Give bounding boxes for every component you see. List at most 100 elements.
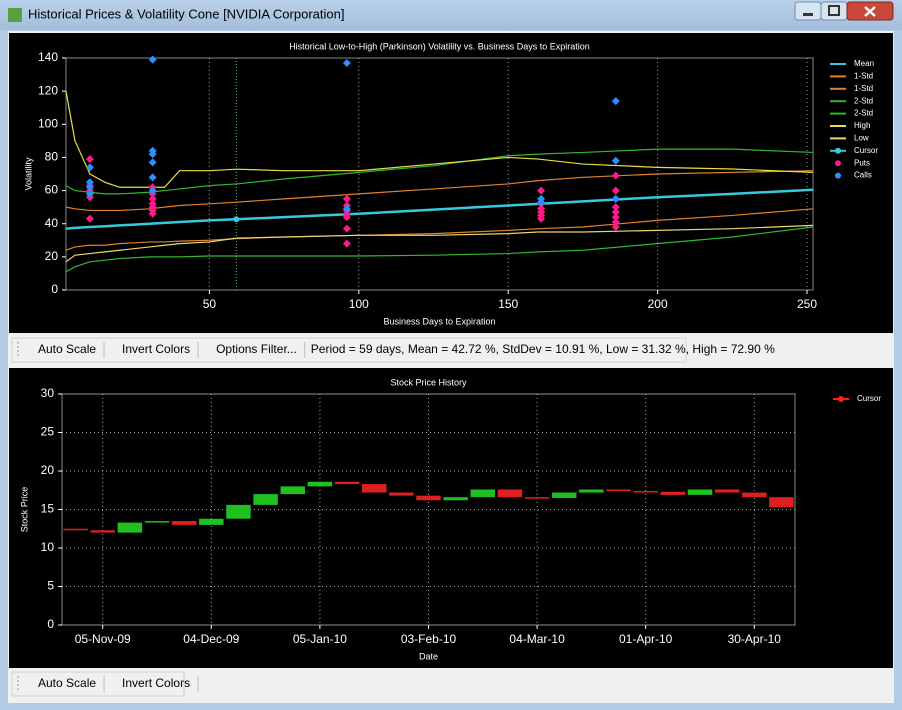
- candle-body: [171, 521, 197, 525]
- scatter-point: [342, 239, 351, 248]
- candle-body: [226, 504, 251, 519]
- y-tick-label: 40: [45, 216, 59, 230]
- chart-title: Historical Low-to-High (Parkinson) Volat…: [289, 41, 590, 51]
- candle-body: [769, 497, 794, 508]
- scatter-point: [85, 183, 94, 192]
- x-tick-label: 04-Dec-09: [183, 632, 239, 646]
- legend-label: Mean: [854, 59, 874, 68]
- toolbar-button[interactable]: Auto Scale: [38, 342, 96, 356]
- scatter-point: [148, 209, 157, 218]
- candle-body: [524, 497, 550, 499]
- toolbar-button[interactable]: Invert Colors: [122, 342, 190, 356]
- toolbar-button[interactable]: Options Filter...: [216, 342, 297, 356]
- scatter-point: [537, 214, 546, 223]
- legend-marker: [835, 147, 841, 154]
- y-tick-label: 20: [45, 249, 59, 263]
- status-text: Period = 59 days, Mean = 42.72 %, StdDev…: [311, 342, 775, 356]
- y-tick-label: 140: [38, 50, 58, 64]
- scatter-point: [148, 186, 157, 195]
- close-icon: [864, 6, 876, 17]
- scatter-point: [342, 194, 351, 203]
- minimize-button[interactable]: [794, 1, 822, 21]
- scatter-point: [85, 214, 94, 223]
- scatter-point: [611, 194, 620, 203]
- scatter-point: [611, 171, 620, 180]
- legend-label: 1-Std: [854, 72, 873, 81]
- y-tick-label: 25: [41, 425, 55, 439]
- candle-body: [714, 489, 740, 493]
- x-tick-label: 100: [349, 297, 369, 311]
- scatter-point: [342, 58, 351, 67]
- y-tick-label: 60: [45, 183, 59, 197]
- legend-marker: [835, 172, 841, 179]
- toolbar: [11, 337, 687, 363]
- scatter-point: [85, 189, 94, 198]
- candle-body: [443, 497, 468, 501]
- scatter-point: [85, 178, 94, 187]
- candle-body: [307, 481, 333, 487]
- candle-body: [633, 491, 658, 493]
- y-tick-label: 0: [51, 282, 58, 296]
- app-icon: [8, 8, 22, 22]
- y-tick-label: 5: [47, 579, 54, 593]
- x-tick-label: 01-Apr-10: [619, 632, 673, 646]
- toolbar-button[interactable]: Invert Colors: [122, 676, 190, 690]
- legend-label: Low: [854, 134, 869, 143]
- x-tick-label: 04-Mar-10: [509, 632, 565, 646]
- scatter-point: [611, 97, 620, 106]
- y-tick-label: 120: [38, 83, 58, 97]
- y-tick-label: 15: [41, 502, 55, 516]
- title-bar: [0, 0, 902, 30]
- x-tick-label: 200: [648, 297, 668, 311]
- x-tick-label: 05-Nov-09: [75, 632, 131, 646]
- legend-label: Cursor: [857, 394, 881, 403]
- legend-label: High: [854, 121, 870, 130]
- maximize-button[interactable]: [820, 1, 848, 21]
- candle-body: [660, 491, 686, 495]
- scatter-point: [611, 213, 620, 222]
- chart-title: Stock Price History: [390, 377, 467, 387]
- scatter-point: [537, 186, 546, 195]
- scatter-point: [342, 204, 351, 213]
- candle-body: [361, 484, 387, 493]
- scatter-point: [611, 156, 620, 165]
- window-title: Historical Prices & Volatility Cone [NVI…: [28, 6, 344, 21]
- scatter-point: [148, 173, 157, 182]
- candle-body: [579, 489, 604, 493]
- candle-body: [416, 495, 441, 501]
- candle-body: [90, 530, 115, 533]
- candle-body: [144, 521, 170, 523]
- minimize-icon: [803, 13, 813, 16]
- candle-body: [687, 489, 713, 495]
- x-tick-label: 03-Feb-10: [401, 632, 457, 646]
- legend-label: 2-Std: [854, 109, 873, 118]
- plot-frame: [65, 57, 814, 291]
- candle-body: [742, 492, 767, 498]
- scatter-point: [537, 198, 546, 207]
- candle-body: [389, 492, 414, 496]
- maximize-icon: [828, 5, 840, 16]
- legend-label: 2-Std: [854, 96, 873, 105]
- price-panel: [9, 368, 893, 668]
- legend-label: 1-Std: [854, 84, 873, 93]
- y-tick-label: 10: [41, 540, 55, 554]
- toolbar-button[interactable]: Auto Scale: [38, 676, 96, 690]
- scatter-point: [85, 155, 94, 164]
- y-tick-label: 30: [41, 386, 55, 400]
- volatility-panel: [9, 33, 893, 333]
- scatter-point: [611, 208, 620, 217]
- scatter-point: [342, 224, 351, 233]
- candle-body: [606, 489, 631, 492]
- scatter-point: [148, 194, 157, 203]
- scatter-point: [611, 203, 620, 212]
- scatter-point: [148, 55, 157, 64]
- x-tick-label: 150: [498, 297, 518, 311]
- toolbar-bottom: [11, 671, 185, 697]
- scatter-point: [148, 158, 157, 167]
- y-axis-label: Stock Price: [19, 487, 29, 533]
- series-line: [65, 148, 814, 195]
- candle-body: [497, 489, 523, 498]
- candle-body: [552, 492, 577, 498]
- candle-body: [63, 528, 88, 531]
